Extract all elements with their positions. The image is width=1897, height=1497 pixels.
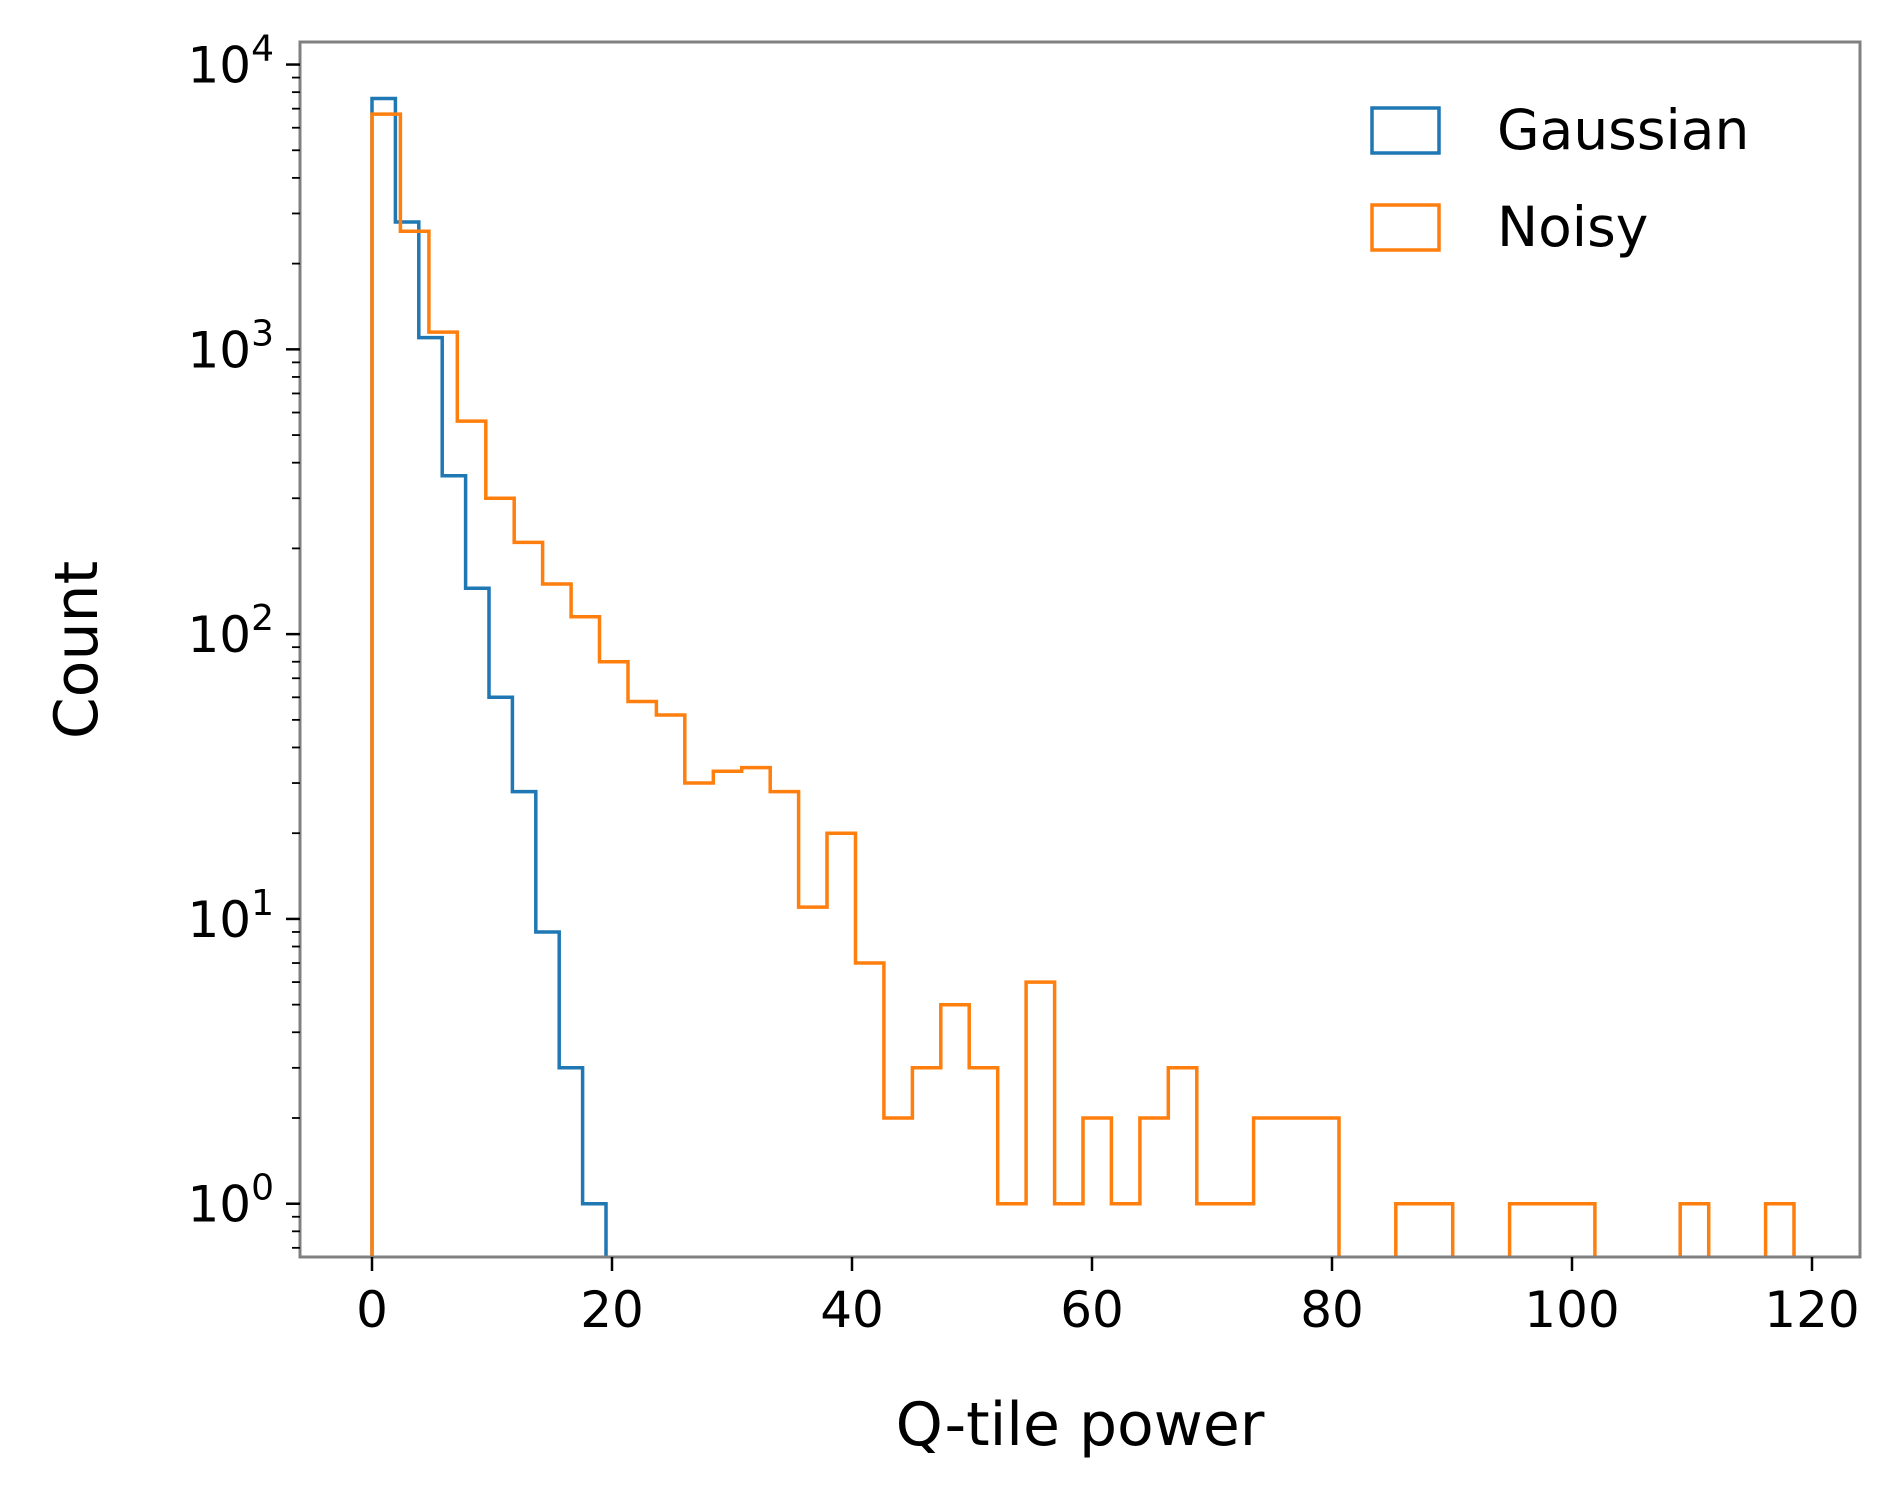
series-gaussian-line bbox=[370, 96, 608, 1257]
y-axis: 100 101 102 103 104 bbox=[187, 29, 300, 1249]
series-noisy-line bbox=[370, 112, 1796, 1257]
y-tick-label: 104 bbox=[187, 29, 274, 95]
x-tick-label: 120 bbox=[1764, 1281, 1859, 1339]
x-tick-label: 0 bbox=[356, 1281, 388, 1339]
y-tick-label: 101 bbox=[187, 883, 274, 949]
legend-label-gaussian: Gaussian bbox=[1497, 98, 1749, 162]
y-tick-label: 103 bbox=[187, 313, 274, 379]
y-tick-label: 102 bbox=[187, 598, 274, 664]
y-tick-label: 100 bbox=[187, 1168, 274, 1234]
legend-swatch-noisy bbox=[1370, 203, 1441, 252]
legend-swatch-gaussian bbox=[1370, 106, 1441, 155]
x-tick-label: 60 bbox=[1060, 1281, 1124, 1339]
legend-label-noisy: Noisy bbox=[1497, 195, 1648, 259]
x-axis-title: Q-tile power bbox=[896, 1390, 1265, 1460]
plot-area bbox=[370, 96, 1796, 1257]
x-tick-label: 100 bbox=[1524, 1281, 1619, 1339]
y-axis-title: Count bbox=[42, 561, 112, 739]
x-tick-label: 80 bbox=[1300, 1281, 1364, 1339]
x-tick-label: 20 bbox=[580, 1281, 644, 1339]
x-axis: 0 20 40 60 80 100 120 bbox=[356, 1257, 1860, 1339]
axes-frame bbox=[298, 40, 1862, 1259]
legend: Gaussian Noisy bbox=[1370, 98, 1749, 259]
x-tick-label: 40 bbox=[820, 1281, 884, 1339]
